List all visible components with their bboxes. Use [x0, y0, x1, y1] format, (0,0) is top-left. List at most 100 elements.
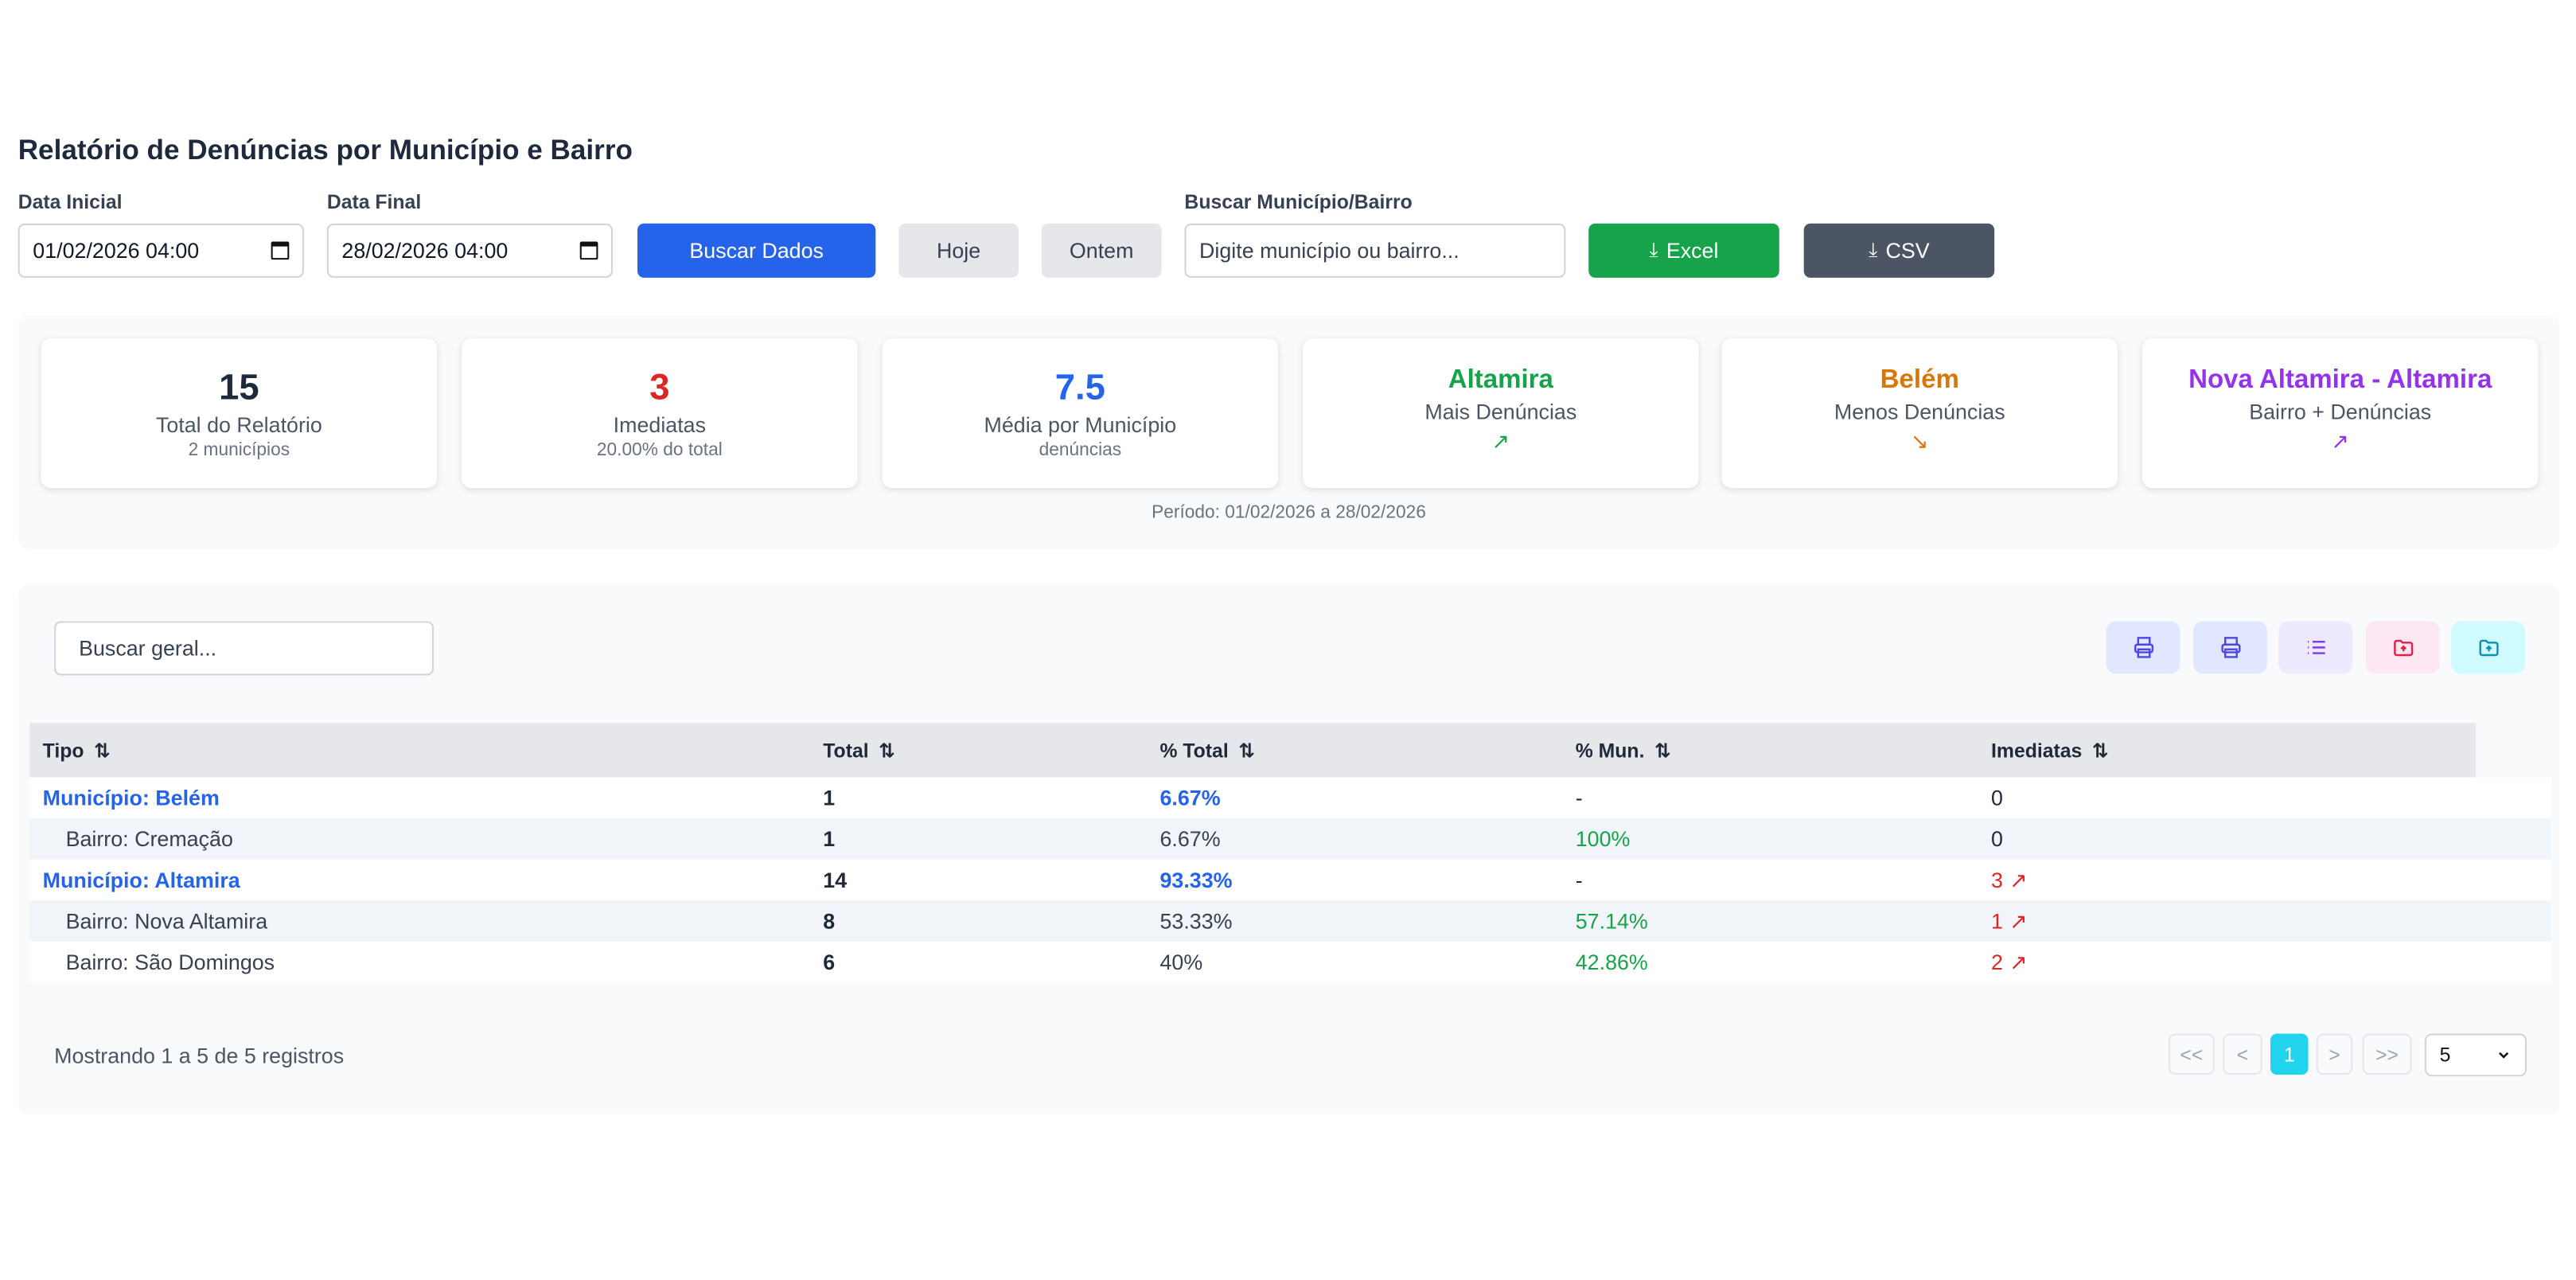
period-text: Período: 01/02/2026 a 28/02/2026 — [1152, 502, 1426, 523]
excel-label: Excel — [1666, 238, 1719, 263]
least-complaints-name: Belém — [1880, 366, 1959, 395]
total-card: 15 Total do Relatório 2 municípios — [41, 338, 438, 489]
municipality-search-label: Buscar Município/Bairro — [1184, 190, 1413, 214]
cell-tipo: Município: Altamira — [42, 868, 240, 892]
columns-button[interactable] — [2278, 621, 2353, 674]
cell-imediatas: 1 ↗ — [1991, 900, 2028, 942]
print-all-button[interactable] — [2192, 621, 2267, 674]
most-complaints-label: Mais Denúncias — [1424, 399, 1577, 424]
stats-panel: 15 Total do Relatório 2 municípios 3 Ime… — [18, 315, 2560, 549]
page-size-value: 5 — [2439, 1043, 2451, 1067]
column-header-label: Imediatas — [1991, 738, 2083, 762]
imediatas-card: 3 Imediatas 20.00% do total — [462, 338, 858, 489]
end-date-input[interactable]: 28/02/2026 04:00 — [326, 223, 614, 278]
start-date-input[interactable]: 01/02/2026 04:00 — [18, 223, 304, 278]
most-complaints-card: Altamira Mais Denúncias ↗ — [1303, 338, 1699, 489]
table-row[interactable]: Bairro: Nova Altamira 8 53.33% 57.14% 1 ↗ — [29, 900, 2552, 942]
export-pdf-button[interactable] — [2365, 621, 2440, 674]
cell-imediatas: 2 ↗ — [1991, 942, 2028, 983]
global-search-placeholder: Buscar geral... — [79, 635, 217, 661]
sort-icon[interactable]: ⇅ — [93, 738, 111, 762]
trending-up-icon: ↗ — [2009, 949, 2028, 974]
column-header-label: Tipo — [42, 738, 84, 762]
average-card: 7.5 Média por Município denúncias — [882, 338, 1279, 489]
end-date-label: Data Final — [326, 190, 422, 214]
least-complaints-label: Menos Denúncias — [1834, 399, 2005, 424]
total-sub: 2 municípios — [188, 440, 290, 461]
cell-total: 8 — [823, 908, 836, 934]
csv-export-button[interactable]: ⤓ CSV — [1803, 223, 1995, 278]
calendar-icon[interactable] — [579, 241, 598, 260]
sort-icon[interactable]: ⇅ — [1654, 738, 1671, 762]
column-header-tipo[interactable]: Tipo ⇅ — [43, 723, 111, 777]
cell-pct-mun: 42.86% — [1575, 950, 1648, 975]
municipality-search-input[interactable]: Digite município ou bairro... — [1184, 223, 1566, 278]
cell-pct-mun: 57.14% — [1575, 908, 1648, 934]
fetch-data-button[interactable]: Buscar Dados — [637, 223, 876, 278]
cell-pct-mun: - — [1575, 868, 1583, 892]
column-header-label: Total — [823, 738, 869, 762]
imediatas-value: 3 — [1991, 868, 2003, 892]
table-row[interactable]: Bairro: Cremação 1 6.67% 100% 0 — [29, 818, 2552, 860]
cell-total: 6 — [823, 950, 836, 975]
end-date-value: 28/02/2026 04:00 — [341, 238, 509, 263]
column-header-pct-total[interactable]: % Total ⇅ — [1159, 723, 1254, 777]
download-icon: ⤓ — [1649, 238, 1658, 262]
column-header-total[interactable]: Total ⇅ — [823, 723, 895, 777]
column-header-imediatas[interactable]: Imediatas ⇅ — [1991, 723, 2108, 777]
most-complaints-name: Altamira — [1448, 366, 1553, 395]
trending-up-icon: ↗ — [2009, 907, 2028, 933]
global-search-input[interactable]: Buscar geral... — [54, 621, 435, 676]
sort-icon[interactable]: ⇅ — [879, 738, 895, 762]
trending-up-icon: ↗ — [2009, 866, 2028, 892]
cell-tipo: Bairro: Cremação — [65, 826, 233, 852]
column-header-pct-mun[interactable]: % Mun. ⇅ — [1576, 723, 1671, 777]
download-icon: ⤓ — [1869, 238, 1878, 262]
column-header-label: % Total — [1159, 738, 1229, 762]
table-header: Tipo ⇅ Total ⇅ % Total ⇅ % Mun. ⇅ Imediatas ⇅ — [29, 723, 2477, 778]
cell-imediatas: 3 ↗ — [1991, 860, 2028, 901]
table-row[interactable]: Município: Belém 1 6.67% - 0 — [29, 777, 2552, 819]
cell-pct-mun: - — [1575, 785, 1583, 810]
cell-pct-total: 40% — [1159, 950, 1203, 975]
sort-icon[interactable]: ⇅ — [2091, 738, 2109, 762]
printer-icon — [2220, 637, 2240, 658]
prev-page-button[interactable]: < — [2223, 1033, 2262, 1075]
cell-pct-total: 93.33% — [1159, 868, 1233, 892]
next-page-button[interactable]: > — [2316, 1033, 2353, 1075]
cell-tipo: Município: Belém — [42, 785, 220, 810]
table-row[interactable]: Bairro: São Domingos 6 40% 42.86% 2 ↗ — [29, 941, 2552, 983]
average-sub: denúncias — [1039, 440, 1122, 461]
cell-total: 14 — [823, 868, 848, 892]
start-date-value: 01/02/2026 04:00 — [33, 238, 200, 263]
cell-total: 1 — [823, 826, 836, 852]
cell-pct-mun: 100% — [1575, 826, 1631, 852]
least-complaints-card: Belém Menos Denúncias ↘ — [1721, 338, 2118, 489]
folder-upload-icon — [2478, 639, 2498, 657]
imediatas-value: 2 — [1991, 950, 2003, 975]
printer-icon — [2133, 637, 2153, 658]
top-neighborhood-label: Bairro + Denúncias — [2249, 399, 2432, 424]
trending-down-icon: ↘ — [1910, 428, 1929, 454]
cell-imediatas: 0 — [1991, 785, 2003, 810]
today-button[interactable]: Hoje — [898, 223, 1019, 278]
folder-upload-icon — [2393, 639, 2413, 657]
table-panel: Buscar geral... Tipo ⇅ Total ⇅ % Total ⇅ % … — [18, 584, 2560, 1114]
average-label: Média por Município — [984, 412, 1177, 438]
imediatas-value: 1 — [1991, 908, 2003, 934]
calendar-icon[interactable] — [271, 241, 290, 260]
municipality-search-placeholder: Digite município ou bairro... — [1199, 238, 1459, 263]
first-page-button[interactable]: << — [2169, 1033, 2215, 1075]
yesterday-button[interactable]: Ontem — [1041, 223, 1162, 278]
page-title: Relatório de Denúncias por Município e B… — [18, 135, 633, 166]
column-header-label: % Mun. — [1575, 738, 1645, 762]
excel-export-button[interactable]: ⤓ Excel — [1588, 223, 1779, 278]
table-row[interactable]: Município: Altamira 14 93.33% - 3 ↗ — [29, 859, 2552, 901]
page-1-button[interactable]: 1 — [2270, 1033, 2309, 1075]
print-button[interactable] — [2106, 621, 2180, 674]
last-page-button[interactable]: >> — [2362, 1033, 2412, 1075]
export-file-button[interactable] — [2451, 621, 2525, 674]
sort-icon[interactable]: ⇅ — [1238, 738, 1255, 762]
page-size-select[interactable]: 5 — [2425, 1033, 2527, 1077]
